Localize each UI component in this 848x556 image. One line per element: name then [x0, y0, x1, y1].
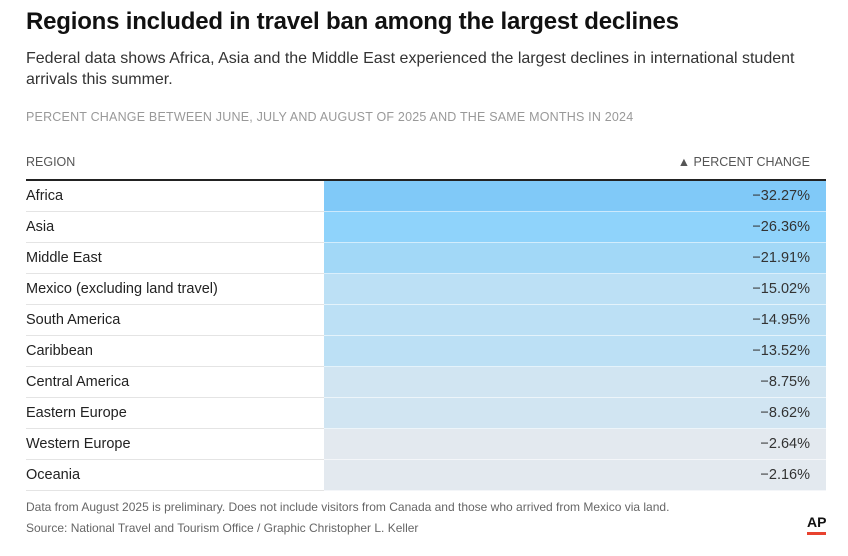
chart-title: Regions included in travel ban among the… — [26, 8, 679, 35]
table-body: Africa −32.27% Asia −26.36% Middle East −21.9… — [26, 181, 826, 491]
table-row: South America −14.95% — [26, 305, 826, 336]
column-header-region[interactable]: REGION — [26, 155, 76, 169]
region-label: South America — [26, 312, 121, 328]
region-label: Central America — [26, 374, 130, 390]
table-row: Caribbean −13.52% — [26, 336, 826, 367]
percent-value: −21.91% — [752, 250, 810, 266]
table-row: Asia −26.36% — [26, 212, 826, 243]
value-cell: −13.52% — [324, 336, 826, 367]
table-row: Africa −32.27% — [26, 181, 826, 212]
table-row: Oceania −2.16% — [26, 460, 826, 491]
table-row: Eastern Europe −8.62% — [26, 398, 826, 429]
value-cell: −32.27% — [324, 181, 826, 212]
value-cell: −8.75% — [324, 367, 826, 398]
region-label: Eastern Europe — [26, 405, 127, 421]
source-line: Source: National Travel and Tourism Offi… — [26, 521, 419, 535]
value-cell: −2.64% — [324, 429, 826, 460]
value-cell: −8.62% — [324, 398, 826, 429]
percent-value: −13.52% — [752, 343, 810, 359]
percent-value: −8.75% — [760, 374, 810, 390]
chart-kicker: PERCENT CHANGE BETWEEN JUNE, JULY AND AU… — [26, 110, 634, 124]
region-label: Oceania — [26, 467, 81, 483]
value-cell: −2.16% — [324, 460, 826, 491]
percent-value: −8.62% — [760, 405, 810, 421]
percent-value: −2.16% — [760, 467, 810, 483]
chart-subtitle: Federal data shows Africa, Asia and the … — [26, 50, 795, 88]
footnote: Data from August 2025 is preliminary. Do… — [26, 500, 670, 514]
table-row: Central America −8.75% — [26, 367, 826, 398]
percent-value: −15.02% — [752, 281, 810, 297]
region-label: Africa — [26, 188, 64, 204]
region-label: Western Europe — [26, 436, 131, 452]
region-label: Middle East — [26, 250, 102, 266]
value-cell: −21.91% — [324, 243, 826, 274]
value-cell: −26.36% — [324, 212, 826, 243]
percent-value: −26.36% — [752, 219, 810, 235]
table-row: Western Europe −2.64% — [26, 429, 826, 460]
region-label: Caribbean — [26, 343, 93, 359]
table-row: Middle East −21.91% — [26, 243, 826, 274]
table-row: Mexico (excluding land travel) −15.02% — [26, 274, 826, 305]
percent-value: −32.27% — [752, 188, 810, 204]
value-cell: −14.95% — [324, 305, 826, 336]
region-label: Asia — [26, 219, 55, 235]
region-label: Mexico (excluding land travel) — [26, 281, 218, 297]
percent-value: −2.64% — [760, 436, 810, 452]
header-rule — [26, 179, 826, 181]
ap-logo: AP — [807, 514, 827, 535]
column-header-percent-change[interactable]: ▲ PERCENT CHANGE — [677, 155, 810, 169]
percent-value: −14.95% — [752, 312, 810, 328]
value-cell: −15.02% — [324, 274, 826, 305]
